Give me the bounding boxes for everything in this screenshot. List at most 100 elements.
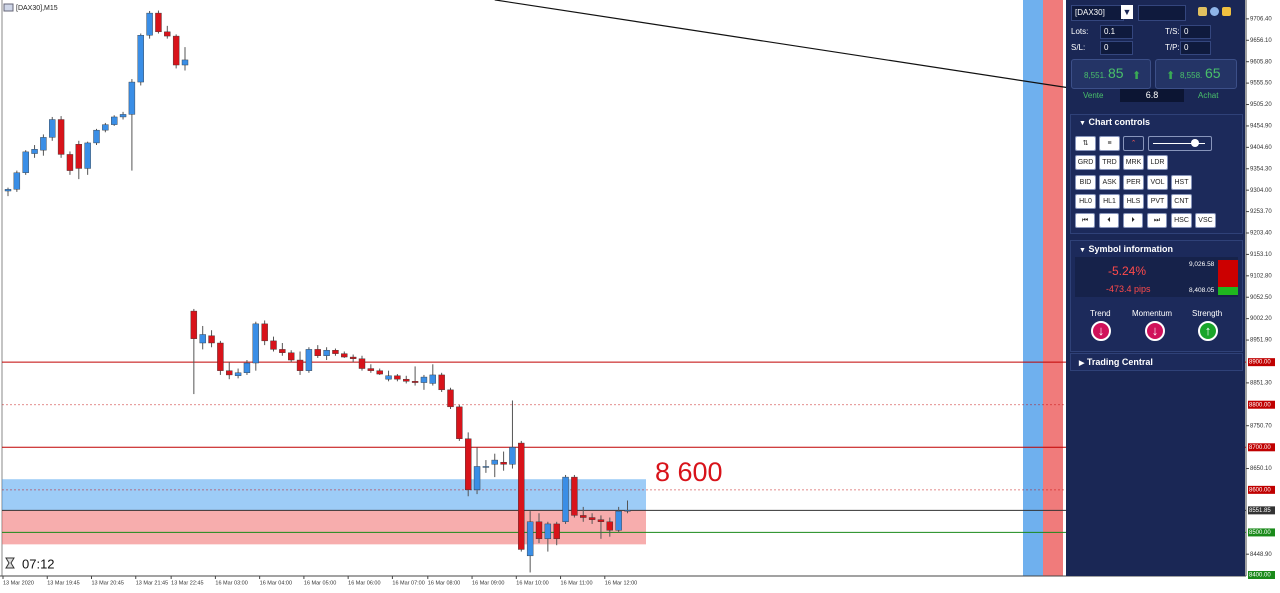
control-button[interactable]: ASK bbox=[1099, 175, 1120, 190]
candle-body bbox=[75, 144, 83, 169]
candle-body bbox=[500, 461, 507, 465]
x-tick-label: 16 Mar 04:00 bbox=[260, 580, 292, 586]
control-button[interactable]: CNT bbox=[1171, 194, 1192, 209]
candle-body bbox=[190, 310, 198, 339]
y-tick-label: 8951.90 bbox=[1250, 338, 1272, 344]
range-bar-green bbox=[1218, 287, 1238, 295]
tool-button[interactable]: ≡ bbox=[1099, 136, 1120, 151]
lots-label: Lots: bbox=[1071, 27, 1089, 36]
y-tick-label: 9404.60 bbox=[1250, 145, 1272, 151]
blue-stripe bbox=[1023, 0, 1043, 576]
change-pips: -473.4 pips bbox=[1106, 284, 1151, 294]
spread: 6.8 bbox=[1120, 89, 1184, 102]
indicator-label: Strength bbox=[1192, 309, 1223, 318]
sell-button[interactable]: 8,551. 85 ⬆ bbox=[1071, 59, 1151, 89]
icon-settings[interactable] bbox=[1210, 7, 1219, 16]
candle-body bbox=[155, 12, 162, 33]
buy-button[interactable]: ⬆ 8,558. 65 bbox=[1155, 59, 1237, 89]
trendline bbox=[494, 0, 1071, 89]
candle-body bbox=[580, 515, 587, 518]
y-tick-label: 9153.10 bbox=[1250, 252, 1272, 258]
candle-body bbox=[288, 352, 295, 361]
control-button[interactable]: VSC bbox=[1195, 213, 1216, 228]
session-high: 9,026.58 bbox=[1189, 261, 1215, 268]
control-button[interactable]: BID bbox=[1075, 175, 1096, 190]
x-tick-label: 16 Mar 12:00 bbox=[605, 580, 637, 586]
control-button[interactable]: PER bbox=[1123, 175, 1144, 190]
playback-button[interactable]: ⏮ bbox=[1075, 213, 1095, 228]
candle-body bbox=[314, 349, 321, 356]
symbol-info-title-text: Symbol information bbox=[1088, 244, 1173, 254]
candle-body bbox=[588, 517, 596, 520]
candle-body bbox=[341, 353, 348, 358]
x-tick-label: 16 Mar 11:00 bbox=[561, 580, 593, 586]
symbol-dropdown[interactable]: ▼ bbox=[1121, 5, 1133, 19]
candle-body bbox=[93, 129, 100, 144]
control-button[interactable]: PVT bbox=[1147, 194, 1168, 209]
y-tick-label: 8448.90 bbox=[1250, 552, 1272, 558]
candle-body bbox=[164, 31, 171, 37]
momentum-down-icon: ↓ bbox=[1145, 321, 1165, 341]
playback-button[interactable]: ⏵ bbox=[1123, 213, 1143, 228]
trading-central-section[interactable]: ▶ Trading Central bbox=[1070, 353, 1243, 371]
symbol-info-title: ▼ Symbol information bbox=[1079, 244, 1173, 254]
price-level-tag bbox=[1248, 528, 1275, 537]
lots-input[interactable]: 0.1 bbox=[1100, 25, 1133, 39]
price-level-tag bbox=[1248, 400, 1275, 409]
price-axis: 8900.00 8800.00 8700.00 8600.00 8551.85 8500.… bbox=[1246, 16, 1275, 579]
price-level-label: 8700.00 bbox=[1249, 445, 1271, 451]
playback-button[interactable]: ⏴ bbox=[1099, 213, 1119, 228]
control-button[interactable]: HSC bbox=[1171, 213, 1192, 228]
candle-body bbox=[208, 335, 215, 344]
price-level-label: 8900.00 bbox=[1249, 360, 1271, 366]
control-button[interactable]: LDR bbox=[1147, 155, 1168, 170]
candle-body bbox=[323, 350, 330, 356]
y-tick-label: 9706.40 bbox=[1250, 16, 1272, 22]
zoom-slider[interactable] bbox=[1148, 136, 1212, 151]
x-tick-label: 16 Mar 07:00 bbox=[392, 580, 424, 586]
candle-body bbox=[110, 116, 118, 125]
tp-label: T/P: bbox=[1165, 43, 1180, 52]
candle-body bbox=[606, 521, 613, 531]
control-button[interactable]: TRD bbox=[1099, 155, 1120, 170]
slider-thumb[interactable] bbox=[1191, 139, 1199, 147]
chart-controls-title: ▼ Chart controls bbox=[1079, 117, 1150, 127]
tool-button[interactable]: ⇅ bbox=[1075, 136, 1096, 151]
control-button[interactable]: HL1 bbox=[1099, 194, 1120, 209]
candle-body bbox=[349, 356, 357, 359]
y-tick-label: 9102.80 bbox=[1250, 273, 1272, 279]
tool-button[interactable]: ⌃ bbox=[1123, 136, 1144, 151]
candle-body bbox=[544, 523, 552, 540]
candle-body bbox=[376, 370, 383, 375]
candle-body bbox=[367, 368, 375, 371]
ts-input[interactable]: 0 bbox=[1180, 25, 1211, 39]
candle-body bbox=[571, 476, 578, 516]
control-button[interactable]: HST bbox=[1171, 175, 1192, 190]
tp-input[interactable]: 0 bbox=[1180, 41, 1211, 55]
sl-input[interactable]: 0 bbox=[1100, 41, 1133, 55]
strength-up-icon: ↑ bbox=[1198, 321, 1218, 341]
symbol-select[interactable]: [DAX30] bbox=[1071, 5, 1124, 21]
symbol-info-section: ▼ Symbol information -5.24% -473.4 pips … bbox=[1070, 240, 1243, 352]
price-level-label: 8551.85 bbox=[1249, 508, 1271, 514]
control-button[interactable]: GRD bbox=[1075, 155, 1096, 170]
y-tick-label: 9052.50 bbox=[1250, 295, 1272, 301]
x-tick-label: 16 Mar 08:00 bbox=[428, 580, 460, 586]
x-tick-label: 16 Mar 10:00 bbox=[516, 580, 548, 586]
control-button[interactable]: HL0 bbox=[1075, 194, 1096, 209]
candle-body bbox=[509, 447, 516, 465]
x-tick-label: 13 Mar 21:45 bbox=[136, 580, 168, 586]
sl-label: S/L: bbox=[1071, 43, 1086, 52]
control-button[interactable]: VOL bbox=[1147, 175, 1168, 190]
icon-info[interactable] bbox=[1222, 7, 1231, 16]
zone bbox=[2, 479, 646, 511]
price-level-tag bbox=[1248, 506, 1275, 515]
icon-folder[interactable] bbox=[1198, 7, 1207, 16]
y-tick-label: 9656.10 bbox=[1250, 38, 1272, 44]
y-tick-label: 9555.50 bbox=[1250, 81, 1272, 87]
control-button[interactable]: HLS bbox=[1123, 194, 1144, 209]
playback-button[interactable]: ⏭ bbox=[1147, 213, 1167, 228]
control-button[interactable]: MRK bbox=[1123, 155, 1144, 170]
symbol-search[interactable] bbox=[1138, 5, 1186, 21]
